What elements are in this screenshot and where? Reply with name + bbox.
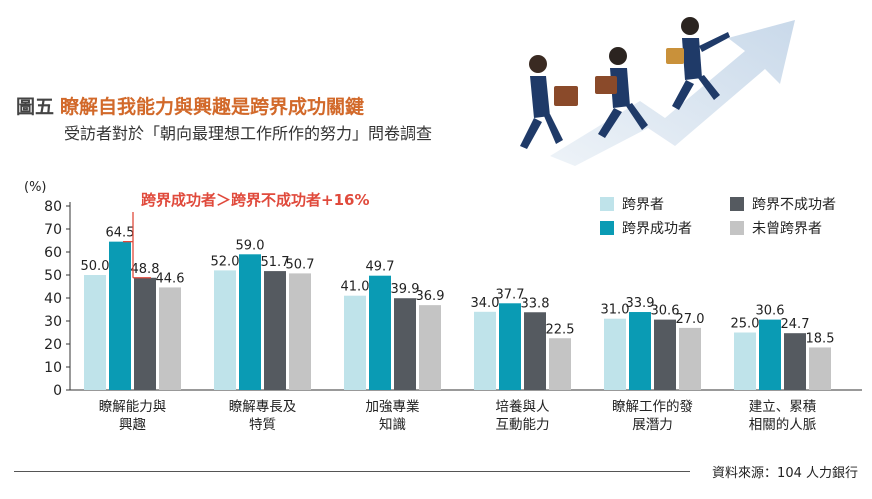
bar [239, 254, 261, 390]
bar [109, 241, 131, 390]
y-tick-label: 30 [44, 314, 62, 330]
legend-swatch [730, 221, 744, 235]
legend-label: 未曾跨界者 [752, 221, 822, 237]
x-category-label: 瞭解專長及 [229, 399, 297, 415]
bar [784, 333, 806, 390]
bar-value-label: 48.8 [131, 262, 160, 277]
bar [214, 270, 236, 390]
y-tick-label: 60 [44, 245, 62, 261]
bar-value-label: 22.5 [546, 322, 575, 337]
x-category-label: 相關的人脈 [749, 417, 817, 433]
bar [549, 338, 571, 390]
x-category-label: 知識 [379, 416, 406, 433]
bar-value-label: 31.0 [601, 303, 630, 318]
bar [84, 275, 106, 390]
bar [629, 312, 651, 390]
bar-value-label: 51.7 [261, 255, 290, 270]
legend-label: 跨界不成功者 [752, 197, 836, 213]
y-tick-label: 50 [44, 268, 62, 284]
bar [809, 347, 831, 390]
bar-value-label: 34.0 [471, 296, 500, 311]
x-category-label: 互動能力 [496, 417, 550, 433]
bar-value-label: 64.5 [106, 226, 135, 241]
bar [394, 298, 416, 390]
business-people-climbing-illustration [520, 17, 795, 166]
chart-data-labels: 50.0 52.0 41.0 34.0 31.0 25.0 64.5 59.0 49.7 37.7… [81, 226, 835, 347]
bar-value-label: 49.7 [366, 260, 395, 275]
bar [134, 277, 156, 390]
annotation-text: 跨界成功者＞跨界不成功者+16% [141, 191, 369, 209]
x-category-label: 建立、累積 [749, 399, 817, 415]
bar-value-label: 30.6 [756, 304, 785, 319]
bar [264, 271, 286, 390]
bar [159, 287, 181, 390]
bar-value-label: 59.0 [236, 238, 265, 253]
x-category-label: 特質 [249, 417, 276, 433]
bar [654, 319, 676, 390]
x-category-label: 興趣 [119, 417, 146, 433]
bar [679, 327, 701, 390]
bar-value-label: 39.9 [391, 282, 420, 297]
x-category-label: 培養與人 [496, 398, 550, 415]
bar-value-label: 18.5 [806, 331, 835, 346]
figure-title-text: 瞭解自我能力與興趣是跨界成功關鍵 [60, 96, 365, 118]
bar-value-label: 50.7 [286, 257, 315, 272]
bar [604, 318, 626, 390]
chart-bars [84, 241, 831, 390]
y-tick-label: 20 [44, 337, 62, 353]
bar [759, 319, 781, 390]
x-category-label: 瞭解能力與 [99, 399, 167, 415]
bar [524, 312, 546, 390]
bar-value-label: 27.0 [676, 312, 705, 327]
legend-label: 跨界者 [622, 197, 664, 213]
y-tick-label: 0 [53, 383, 62, 399]
bar-value-label: 52.0 [211, 254, 240, 269]
y-tick-label: 80 [44, 199, 62, 215]
source-note: 資料來源：104 人力銀行 [712, 466, 858, 481]
bar-value-label: 36.9 [416, 289, 445, 304]
bar-value-label: 25.0 [731, 317, 760, 332]
bar [499, 303, 521, 390]
legend-swatch [730, 197, 744, 211]
legend-swatch [600, 221, 614, 235]
figure-number: 圖五 [16, 96, 55, 118]
y-tick-label: 40 [44, 291, 62, 307]
bar [419, 305, 441, 390]
bar-value-label: 50.0 [81, 259, 110, 274]
x-category-label: 瞭解工作的發 [612, 399, 693, 415]
bar-value-label: 33.8 [521, 296, 550, 311]
legend-label: 跨界成功者 [622, 221, 692, 237]
figure-title: 圖五 瞭解自我能力與興趣是跨界成功關鍵 [16, 92, 364, 119]
bar [474, 311, 496, 390]
bar-value-label: 37.7 [496, 287, 525, 302]
chart-annotation: 跨界成功者＞跨界不成功者+16% [123, 191, 369, 279]
bar-value-label: 44.6 [156, 271, 185, 286]
source-divider [14, 471, 690, 472]
y-unit-label: (%) [24, 180, 47, 195]
y-tick-label: 10 [44, 360, 62, 376]
bar-value-label: 24.7 [781, 317, 810, 332]
bar [734, 332, 756, 390]
bar-value-label: 41.0 [341, 280, 370, 295]
x-category-label: 加強專業 [366, 399, 420, 415]
figure-subtitle: 受訪者對於「朝向最理想工作所作的努力」問卷調查 [64, 124, 433, 143]
bar-value-label: 30.6 [651, 304, 680, 319]
legend-swatch [600, 197, 614, 211]
bar-value-label: 33.9 [626, 296, 655, 311]
bar [344, 295, 366, 390]
y-tick-label: 70 [44, 222, 62, 238]
x-category-label: 展潛力 [632, 417, 673, 433]
bar [289, 273, 311, 390]
bar [369, 275, 391, 390]
